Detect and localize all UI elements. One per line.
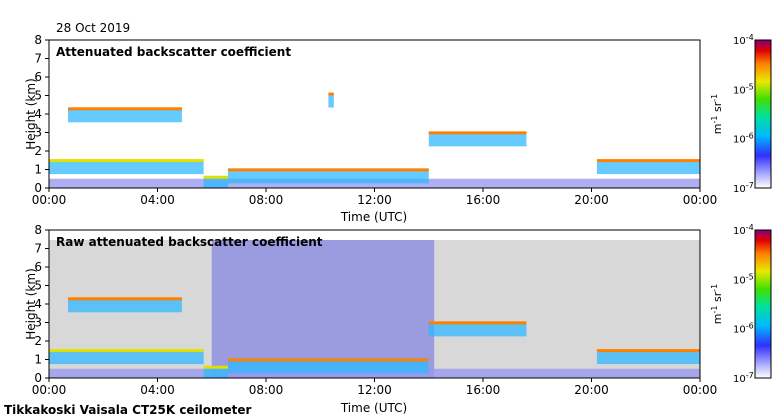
cloud-base-line (428, 131, 527, 135)
cloud-base-line (328, 92, 334, 96)
panel-title: Raw attenuated backscatter coefficient (56, 235, 323, 249)
x-axis: 00:00 04:00 08:00 12:00 16:00 20:00 00:00 (32, 378, 718, 397)
date-label: 28 Oct 2019 (56, 21, 130, 35)
x-tick-label: 16:00 (466, 383, 501, 397)
cloud-base-line (228, 358, 429, 362)
cloud-layer (49, 160, 204, 175)
cloud-base-line (428, 321, 527, 325)
x-tick-label: 16:00 (466, 193, 501, 207)
colorbar-tick-label: 10-5 (733, 272, 754, 287)
colorbar (754, 229, 772, 379)
y-tick-label: 2 (34, 144, 42, 158)
x-tick-label: 12:00 (357, 193, 392, 207)
x-tick-label: 20:00 (574, 383, 609, 397)
colorbar-tick-label: 10-4 (733, 223, 754, 238)
x-tick-label: 04:00 (140, 193, 175, 207)
y-tick-label: 7 (34, 242, 42, 256)
colorbar-tick-label: 10-6 (733, 321, 754, 336)
y-tick-label: 5 (34, 89, 42, 103)
surface-layer (49, 178, 700, 188)
cloud-layer (228, 359, 429, 374)
cloud-base-line (49, 349, 204, 353)
colorbar-tick-label: 10-7 (733, 371, 754, 386)
cloud-base-line (49, 159, 204, 163)
cloud-layer (428, 132, 527, 147)
y-axis-label: Height (km) (24, 78, 38, 149)
instrument-footer: Tikkakoski Vaisala CT25K ceilometer (4, 403, 252, 417)
y-tick-label: 1 (34, 353, 42, 367)
x-tick-label: 04:00 (140, 383, 175, 397)
y-tick-label: 6 (34, 260, 42, 274)
y-tick-label: 0 (34, 181, 42, 195)
colorbar-unit: m-1 sr-1 (710, 284, 725, 324)
y-tick-label: 5 (34, 279, 42, 293)
x-tick-label: 12:00 (357, 383, 392, 397)
y-tick-label: 7 (34, 52, 42, 66)
cloud-base-line (203, 365, 229, 369)
y-axis: 0 1 2 3 4 5 6 7 8 (34, 223, 49, 385)
panel-raw: Raw attenuated backscatter coefficient 0… (24, 223, 772, 415)
x-tick-label: 20:00 (574, 193, 609, 207)
colorbar-tick-label: 10-4 (733, 33, 754, 48)
cloud-layer (428, 322, 527, 337)
colorbar-tick-label: 10-5 (733, 82, 754, 97)
cloud-layer (203, 366, 229, 378)
y-tick-label: 3 (34, 316, 42, 330)
cloud-layer (67, 108, 182, 123)
cloud-layer (49, 350, 204, 365)
y-tick-label: 3 (34, 126, 42, 140)
x-axis-label: Time (UTC) (340, 210, 407, 224)
panel-attenuated: Attenuated backscatter coefficient 0 1 2 3 4… (24, 33, 772, 224)
x-axis-label: Time (UTC) (340, 401, 407, 415)
y-tick-label: 4 (34, 297, 42, 311)
y-axis: 0 1 2 3 4 5 6 7 8 (34, 33, 49, 195)
cloud-layer (228, 169, 429, 184)
colorbar-ticks: 10-7 10-6 10-5 10-4 (733, 33, 754, 196)
cloud-layers (49, 92, 700, 188)
y-tick-label: 6 (34, 70, 42, 84)
cloud-layer (67, 298, 182, 313)
panel-title: Attenuated backscatter coefficient (56, 45, 291, 59)
x-tick-label: 08:00 (249, 383, 284, 397)
x-tick-label: 00:00 (32, 383, 67, 397)
cloud-layers (49, 240, 700, 378)
cloud-base-line (596, 159, 700, 163)
cloud-base-line (67, 297, 182, 301)
y-tick-label: 0 (34, 371, 42, 385)
x-tick-label: 00:00 (32, 193, 67, 207)
cloud-base-line (596, 349, 700, 353)
y-axis-label: Height (km) (24, 268, 38, 339)
y-tick-label: 1 (34, 163, 42, 177)
x-axis: 00:00 04:00 08:00 12:00 16:00 20:00 00:00 (32, 188, 718, 207)
cloud-layer (328, 93, 334, 108)
cloud-layer (596, 350, 700, 365)
y-tick-label: 8 (34, 33, 42, 47)
surface-layer (49, 368, 700, 378)
cloud-layer (596, 160, 700, 175)
colorbar (754, 39, 772, 189)
colorbar-unit: m-1 sr-1 (710, 94, 725, 134)
colorbar-ticks: 10-7 10-6 10-5 10-4 (733, 223, 754, 386)
cloud-base-line (67, 107, 182, 111)
x-tick-label: 08:00 (249, 193, 284, 207)
noise-band (211, 240, 435, 378)
y-tick-label: 2 (34, 334, 42, 348)
x-tick-label: 00:00 (683, 193, 718, 207)
colorbar-tick-label: 10-6 (733, 131, 754, 146)
cloud-base-line (203, 175, 229, 179)
cloud-layer (203, 176, 229, 188)
y-tick-label: 8 (34, 223, 42, 237)
y-tick-label: 4 (34, 107, 42, 121)
colorbar-tick-label: 10-7 (733, 181, 754, 196)
cloud-base-line (228, 168, 429, 172)
x-tick-label: 00:00 (683, 383, 718, 397)
